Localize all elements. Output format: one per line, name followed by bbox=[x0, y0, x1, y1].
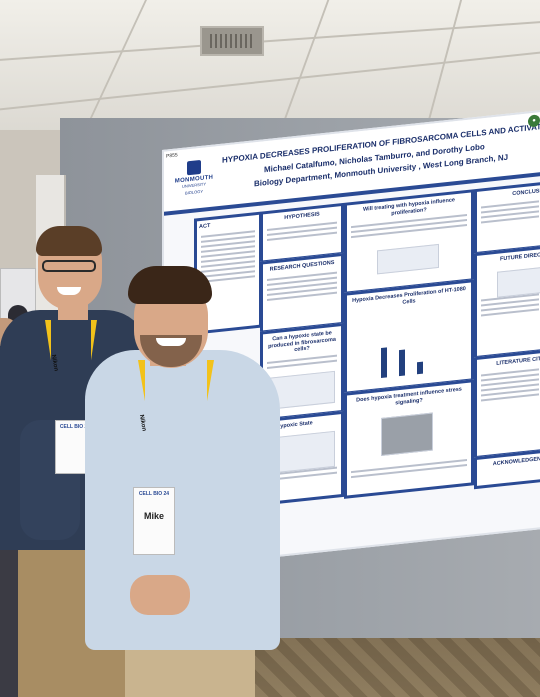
person-right-badge: CELL BIO 24 Mike bbox=[133, 487, 175, 555]
person-right-smile bbox=[156, 338, 186, 346]
badge-event: CELL BIO 24 bbox=[138, 491, 170, 497]
panel-will-treating-title: Will treating with hypoxia influence pro… bbox=[363, 197, 455, 217]
chart-bar bbox=[399, 349, 405, 377]
person-left-smile bbox=[57, 287, 81, 295]
person-left-hair bbox=[36, 226, 102, 256]
ceiling-vent bbox=[200, 26, 264, 56]
panel-proliferation: Hypoxia Decreases Proliferation of HT-10… bbox=[344, 279, 474, 395]
poster-id: P855 bbox=[166, 152, 178, 160]
western-blot-figure bbox=[381, 412, 433, 456]
figure bbox=[497, 267, 540, 298]
panel-conclusion: CONCLUSI bbox=[474, 181, 540, 256]
panel-acknowledgements: ACKNOWLEDGEN bbox=[474, 449, 540, 490]
panel-will-treating: Will treating with hypoxia influence pro… bbox=[344, 189, 474, 295]
badge-name: Mike bbox=[143, 511, 164, 521]
university-logo: MONMOUTH UNIVERSITY BIOLOGY bbox=[170, 158, 218, 205]
panel-future-title: FUTURE DIREC bbox=[500, 252, 540, 263]
panel-future-directions: FUTURE DIREC bbox=[474, 245, 540, 360]
panel-research-questions: RESEARCH QUESTIONS bbox=[260, 252, 344, 334]
logo-mark-icon bbox=[187, 159, 201, 176]
panel-ack-title: ACKNOWLEDGEN bbox=[492, 456, 540, 468]
chart-bar bbox=[417, 361, 423, 375]
panel-stress-signaling: Does hypoxia treatment influence stress … bbox=[344, 379, 474, 499]
panel-literature: LITERATURE CIT bbox=[474, 349, 540, 460]
schematic-figure bbox=[377, 243, 439, 275]
glasses-icon bbox=[42, 260, 96, 272]
chart-bar bbox=[381, 347, 387, 378]
person-right-hands bbox=[130, 575, 190, 615]
person-right-hair bbox=[128, 266, 212, 304]
badge-event: CELL BIO 24 bbox=[59, 424, 91, 430]
